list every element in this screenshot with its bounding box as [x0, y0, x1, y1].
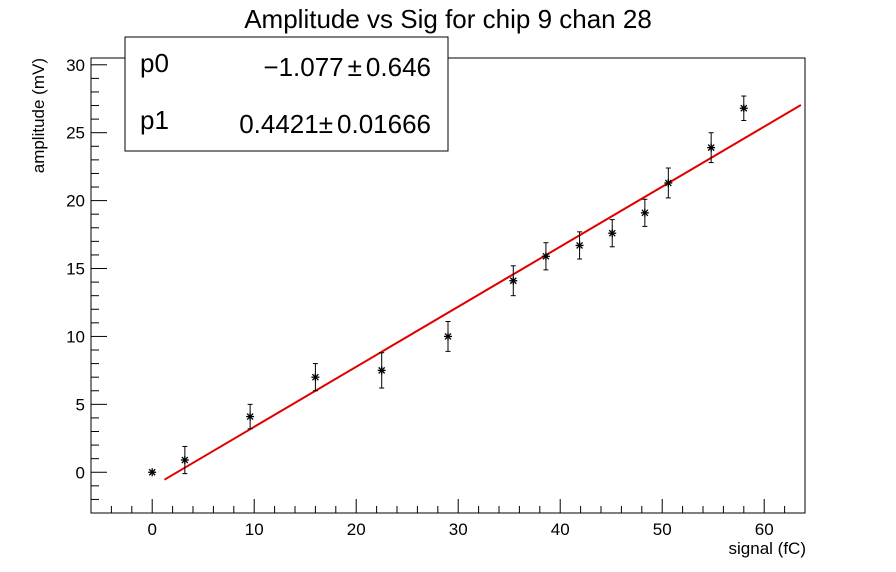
fit-line: [163, 104, 802, 481]
marker-stroke: [148, 468, 156, 476]
stat-p1-mean: 0.4421: [239, 109, 319, 139]
y-tick-label: 15: [66, 260, 85, 279]
y-tick-label: 10: [66, 327, 85, 346]
x-tick-label: 40: [551, 520, 570, 539]
stat-p0-name: p0: [140, 48, 169, 78]
data-point: [640, 198, 649, 227]
x-axis-label: signal (fC): [729, 539, 806, 558]
y-tick-label: 20: [66, 192, 85, 211]
data-point: [311, 363, 320, 392]
stat-p1-pm: ±: [319, 109, 333, 139]
data-point: [148, 468, 157, 477]
stats-box: p0 −1.077 ±0.646 p1 0.4421± 0.01666: [124, 36, 449, 152]
stats-box-frame: [124, 36, 449, 152]
y-tick-label: 0: [76, 463, 85, 482]
y-tick-label: 25: [66, 124, 85, 143]
stat-p1-name: p1: [140, 105, 169, 135]
marker-stroke: [740, 104, 748, 112]
marker-stroke: [641, 209, 649, 217]
marker-stroke: [664, 179, 672, 187]
stat-p0-mean: −1.077: [263, 52, 343, 82]
data-point: [541, 242, 550, 271]
x-tick-label: 50: [653, 520, 672, 539]
stat-p1-value: 0.4421± 0.01666: [239, 109, 431, 139]
marker-stroke: [311, 373, 319, 381]
data-point: [509, 265, 518, 297]
y-tick-label: 5: [76, 395, 85, 414]
fit-layer: [163, 104, 802, 481]
data-point: [739, 95, 748, 121]
data-point: [575, 231, 584, 260]
marker-stroke: [378, 366, 386, 374]
data-point: [608, 219, 617, 248]
marker-stroke: [509, 277, 517, 285]
marker-stroke: [542, 252, 550, 260]
x-tick-label: 0: [147, 520, 156, 539]
points-layer: [148, 95, 748, 477]
stat-p0-value: −1.077 ±0.646: [263, 52, 431, 82]
marker-stroke: [707, 144, 715, 152]
marker-stroke: [181, 456, 189, 464]
marker-stroke: [576, 241, 584, 249]
data-point: [444, 320, 452, 352]
y-axis-label: amplitude (mV): [29, 58, 48, 173]
stat-p1-error: 0.01666: [337, 109, 431, 139]
data-point: [707, 132, 716, 164]
marker-stroke: [608, 229, 616, 237]
chart-title: Amplitude vs Sig for chip 9 chan 28: [244, 4, 652, 34]
data-point: [664, 167, 673, 199]
axes: 0 10 20 30 40 50 60 0 5 10 15 20 25 30: [66, 56, 806, 539]
data-point: [180, 445, 189, 475]
marker-stroke: [444, 332, 452, 340]
stat-p0-pm: ±: [348, 52, 362, 82]
x-tick-label: 60: [755, 520, 774, 539]
data-point: [246, 403, 255, 430]
x-tick-label: 30: [449, 520, 468, 539]
stat-p0-error: 0.646: [366, 52, 431, 82]
x-tick-label: 20: [347, 520, 366, 539]
marker-stroke: [246, 413, 254, 421]
x-tick-label: 10: [245, 520, 264, 539]
data-point: [377, 352, 386, 389]
y-tick-label: 30: [66, 56, 85, 75]
